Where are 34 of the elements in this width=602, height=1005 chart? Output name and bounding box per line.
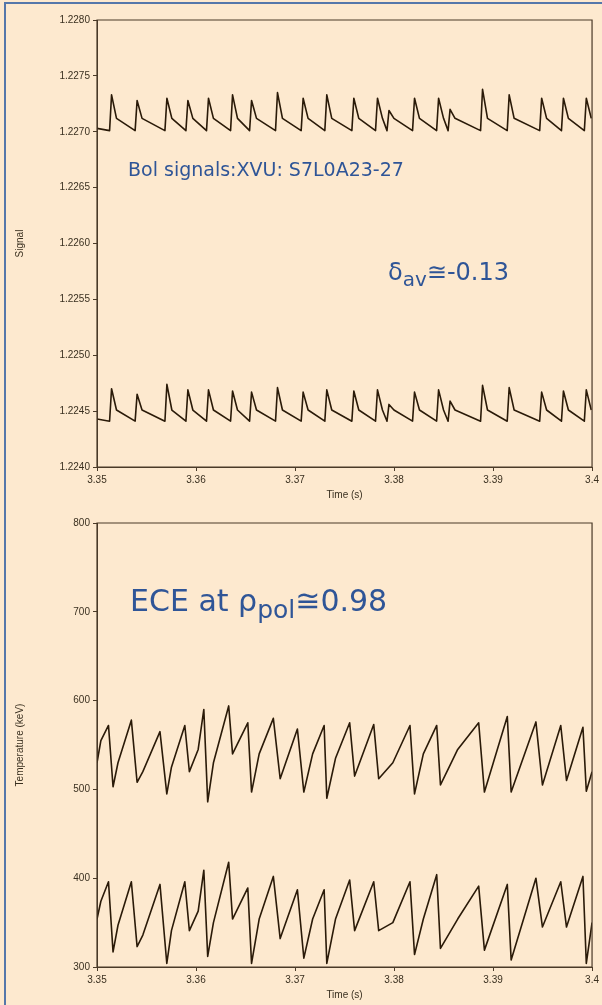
y-tick-label: 1.2240 [59,460,91,472]
y-tick-label: 1.2265 [59,181,91,193]
y-tick-label: 600 [73,694,91,706]
annotation: Bol signals:XVU: S7L0A23-27 [128,158,404,180]
y-tick-label: 400 [73,871,91,883]
x-tick-label: 3.36 [186,973,207,985]
y-axis-title: Temperature (keV) [13,703,25,787]
y-tick-label: 1.2280 [59,13,91,25]
annotation: ECE at ρ$_{pol}$≅0.98 [130,583,388,624]
x-tick-label: 3.38 [384,473,405,485]
x-tick-label: 3.37 [285,473,306,485]
y-tick-label: 1.2260 [59,237,91,249]
x-tick-label: 3.4 [585,473,600,485]
y-tick-label: 1.2245 [59,404,91,416]
y-tick-label: 1.2250 [59,349,91,360]
x-tick-label: 3.4 [585,973,600,985]
x-tick-label: 3.38 [384,973,405,985]
y-tick-label: 700 [73,605,91,617]
x-tick-label: 3.36 [186,473,207,485]
y-tick-label: 1.2270 [59,125,91,137]
y-tick-label: 500 [73,783,91,795]
y-axis-title: Signal [13,229,25,258]
x-tick-label: 3.37 [285,973,306,985]
annotation: δ$_{av}$≅-0.13 [388,258,509,291]
x-tick-label: 3.39 [483,973,504,985]
x-tick-label: 3.35 [87,473,108,485]
x-tick-label: 3.39 [483,473,504,485]
x-axis-title: Time (s) [326,488,363,500]
y-tick-label: 800 [73,516,91,528]
y-tick-label: 300 [73,960,91,972]
x-axis-title: Time (s) [326,988,363,1000]
y-tick-label: 1.2275 [59,69,91,81]
y-tick-label: 1.2255 [59,293,91,305]
x-tick-label: 3.35 [87,973,108,985]
